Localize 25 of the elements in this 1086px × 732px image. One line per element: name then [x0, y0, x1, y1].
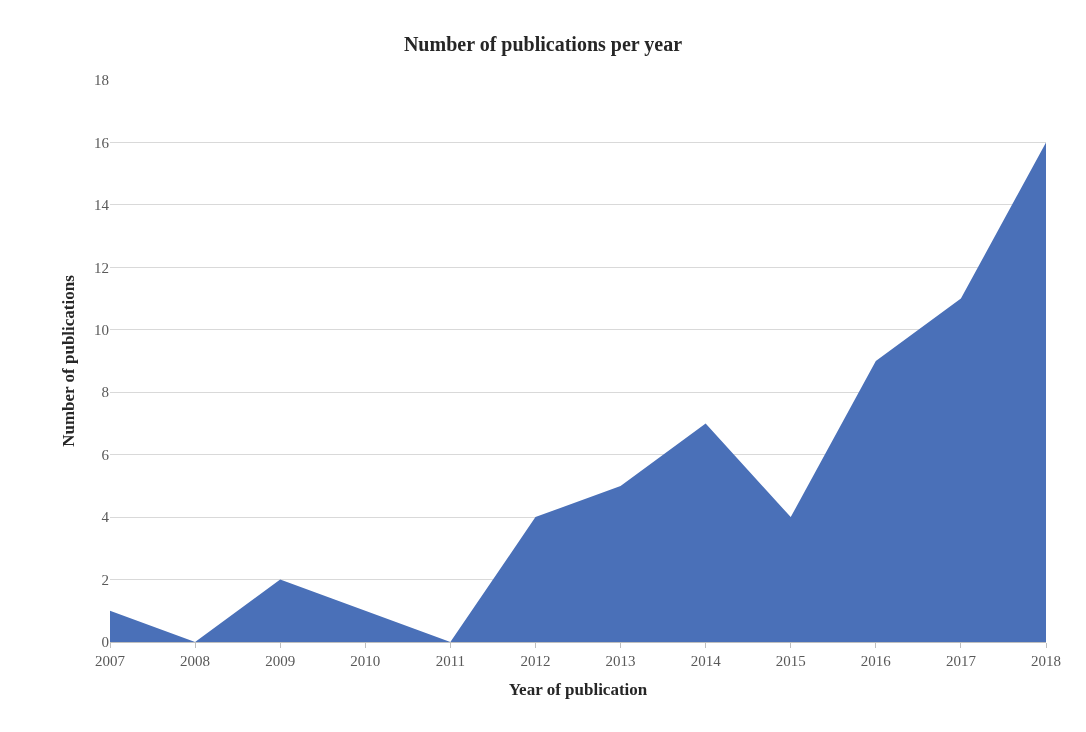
x-tick-label: 2009 [265, 653, 296, 669]
x-tick-label: 2007 [95, 653, 126, 669]
x-axis-title: Year of publication [508, 680, 648, 700]
x-tick-label: 2014 [690, 653, 722, 669]
y-axis-title: Number of publications [58, 274, 78, 447]
x-tick-label: 2015 [775, 653, 806, 669]
y-tick-label: 4 [101, 509, 110, 526]
x-tick-label: 2013 [605, 653, 636, 669]
y-tick-label: 14 [94, 197, 110, 214]
y-tick-label: 8 [101, 384, 109, 401]
y-tick-label: 10 [94, 322, 109, 339]
x-tick-label: 2012 [520, 653, 551, 669]
x-tick-label: 2016 [860, 653, 892, 669]
x-tick-label: 2017 [945, 653, 977, 669]
y-tick-label: 18 [94, 72, 109, 89]
x-tick-label: 2010 [350, 653, 381, 669]
x-tick-label: 2008 [180, 653, 211, 669]
y-tick-label: 2 [101, 571, 109, 588]
y-tick-label: 12 [94, 259, 109, 276]
chart-title: Number of publications per year [403, 32, 683, 56]
y-tick-label: 16 [94, 134, 110, 151]
y-tick-label: 0 [101, 634, 109, 651]
x-tick-label: 2018 [1031, 653, 1061, 669]
y-tick-label: 6 [101, 446, 110, 463]
x-tick-label: 2011 [435, 653, 466, 669]
